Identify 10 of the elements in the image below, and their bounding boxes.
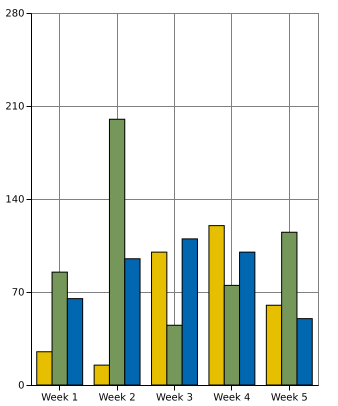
x-tick-label: Week 5 (270, 392, 308, 404)
x-tick-label: Week 4 (213, 392, 250, 404)
y-tick-label: 0 (18, 380, 24, 392)
x-tick-label: Week 3 (156, 392, 193, 404)
x-tick-label: Week 1 (41, 392, 78, 404)
y-tick-label: 210 (5, 102, 24, 112)
y-tick-label: 280 (5, 8, 24, 20)
x-tick-label: Week 2 (98, 392, 136, 404)
y-tick-label: 70 (12, 288, 24, 298)
y-tick-label: 140 (5, 194, 24, 206)
